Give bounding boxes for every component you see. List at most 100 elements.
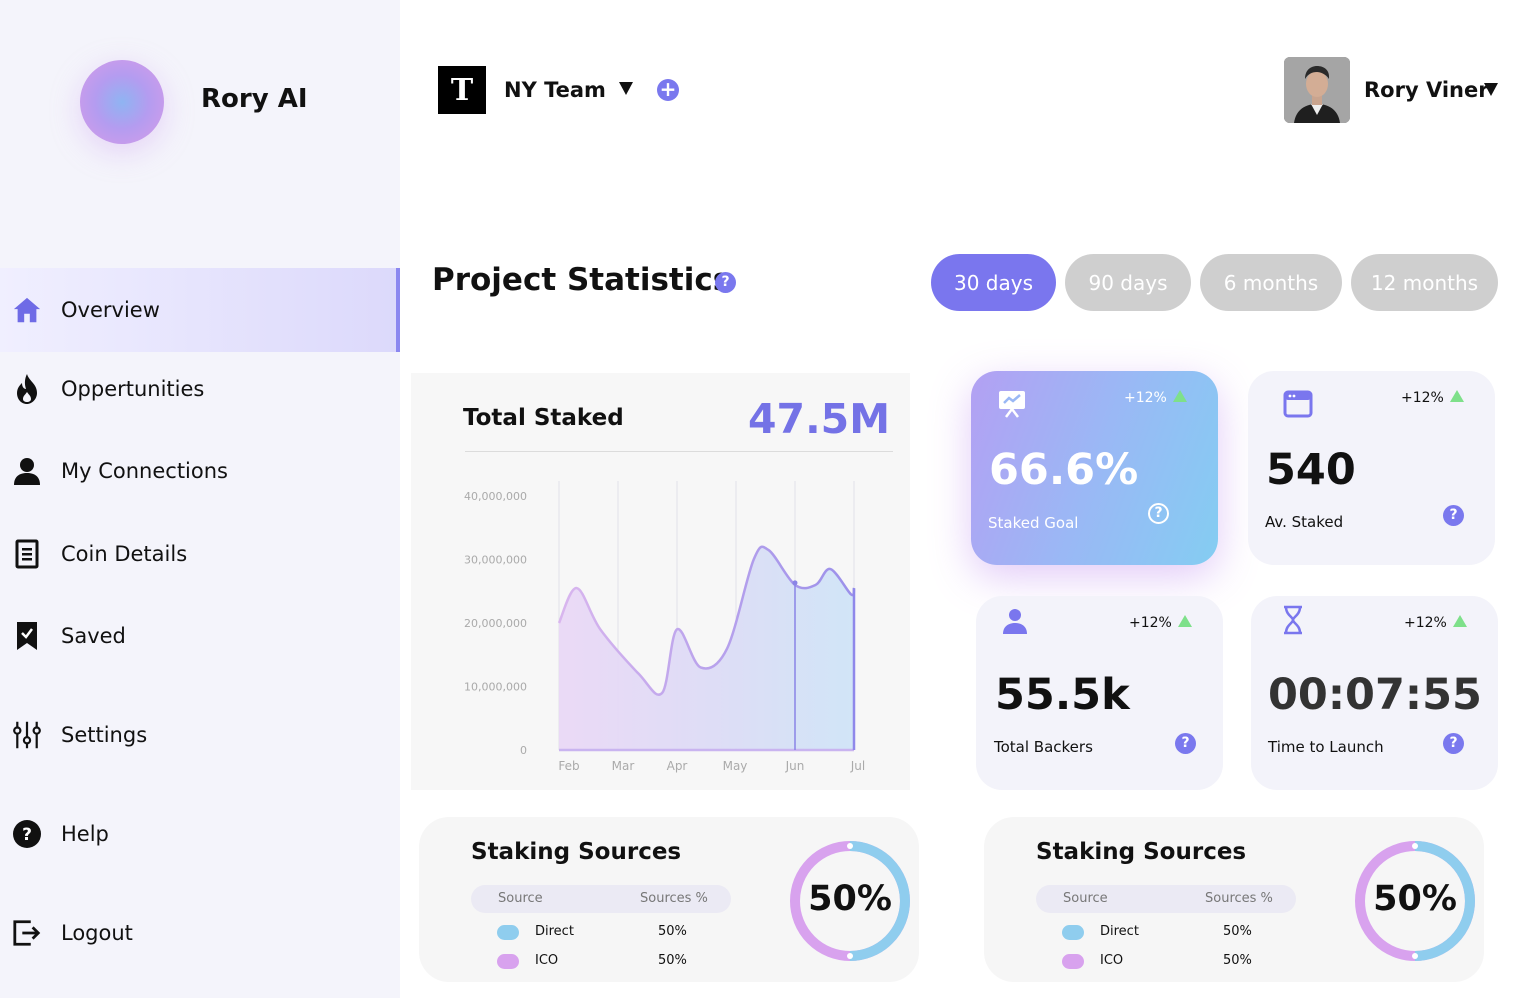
- donut-chart: [1355, 841, 1475, 961]
- tab-90-days[interactable]: 90 days: [1065, 254, 1191, 311]
- team-logo[interactable]: T: [438, 66, 486, 114]
- logout-icon: [12, 918, 42, 948]
- help-icon[interactable]: ?: [1175, 733, 1196, 754]
- stat-label: Av. Staked: [1265, 513, 1344, 531]
- y-tick-label: 10,000,000: [464, 681, 527, 694]
- stat-card-staked-goal[interactable]: +12% 66.6% Staked Goal ?: [971, 371, 1218, 565]
- help-icon[interactable]: ?: [1443, 733, 1464, 754]
- total-staked-card: 0 10,000,000 20,000,000 30,000,000 40,000,00…: [411, 373, 910, 790]
- tab-12-months[interactable]: 12 months: [1351, 254, 1498, 311]
- sidebar-item-my-connections[interactable]: My Connections: [0, 429, 400, 513]
- column-header-source: Source: [1063, 891, 1108, 906]
- stat-card-total-backers[interactable]: +12% 55.5k Total Backers ?: [976, 596, 1223, 790]
- home-icon: [12, 295, 42, 325]
- bookmark-icon: [12, 621, 42, 651]
- stat-card-time-to-launch[interactable]: +12% 00:07:55 Time to Launch ?: [1251, 596, 1498, 790]
- sidebar-item-coin-details[interactable]: Coin Details: [0, 512, 400, 596]
- user-icon: [12, 456, 42, 486]
- presentation-chart-icon: [997, 389, 1027, 419]
- x-tick-label: Apr: [667, 759, 688, 773]
- brand-name: Rory AI: [201, 84, 308, 114]
- sidebar-item-label: Overview: [61, 298, 160, 322]
- tab-30-days[interactable]: 30 days: [931, 254, 1056, 311]
- tab-6-months[interactable]: 6 months: [1200, 254, 1342, 311]
- help-icon[interactable]: ?: [1443, 505, 1464, 526]
- donut-chart: [790, 841, 910, 961]
- document-icon: [12, 539, 42, 569]
- sidebar-item-overview[interactable]: Overview: [0, 268, 400, 352]
- stat-value: 66.6%: [989, 445, 1139, 495]
- sidebar-item-opportunities[interactable]: Oppertunities: [0, 347, 400, 431]
- chart-total-value: 47.5M: [748, 395, 890, 443]
- chevron-down-icon[interactable]: [1484, 83, 1498, 96]
- donut-marker: [1412, 843, 1418, 849]
- chevron-down-icon[interactable]: [619, 82, 633, 95]
- x-tick-label: May: [723, 759, 748, 773]
- donut-arc: [849, 841, 910, 961]
- calendar-icon: [1283, 389, 1313, 419]
- page-title: Project Statistics: [432, 262, 732, 298]
- delta-text: +12%: [1124, 390, 1167, 406]
- stat-delta: +12%: [1129, 615, 1192, 631]
- sidebar-item-logout[interactable]: Logout: [0, 891, 400, 975]
- flame-icon: [12, 374, 42, 404]
- stat-card-av-staked[interactable]: +12% 540 Av. Staked ?: [1248, 371, 1495, 565]
- brand-logo: [80, 60, 164, 144]
- table-row: Direct 50%: [1036, 923, 1296, 943]
- y-tick-label: 20,000,000: [464, 617, 527, 630]
- y-tick-label: 30,000,000: [464, 554, 527, 567]
- add-team-button[interactable]: +: [657, 79, 679, 101]
- x-tick-label: Mar: [612, 759, 635, 773]
- source-pct: 50%: [1223, 953, 1252, 968]
- help-icon: ?: [12, 819, 42, 849]
- help-icon[interactable]: ?: [1148, 503, 1169, 524]
- total-staked-chart: 0 10,000,000 20,000,000 30,000,000 40,000,00…: [464, 481, 865, 773]
- help-icon[interactable]: ?: [715, 272, 736, 293]
- donut-arc: [1414, 841, 1475, 961]
- stat-label: Staked Goal: [988, 514, 1079, 532]
- delta-text: +12%: [1129, 615, 1172, 631]
- staking-sources-card: Staking Sources Source Sources % Direct …: [984, 817, 1484, 982]
- donut-label: 50%: [1373, 879, 1457, 919]
- team-name[interactable]: NY Team: [504, 78, 606, 102]
- sidebar-item-label: Logout: [61, 921, 133, 945]
- user-name[interactable]: Rory Viner: [1364, 78, 1489, 102]
- svg-text:?: ?: [22, 825, 32, 845]
- sliders-icon: [12, 720, 42, 750]
- trend-up-icon: [1452, 615, 1467, 627]
- donut-marker: [847, 843, 853, 849]
- trend-up-icon: [1449, 390, 1464, 402]
- hourglass-icon: [1279, 605, 1309, 635]
- table-header: Source Sources %: [471, 885, 731, 913]
- stat-delta: +12%: [1124, 390, 1187, 406]
- delta-text: +12%: [1401, 390, 1444, 406]
- stat-label: Total Backers: [994, 738, 1093, 756]
- sidebar-item-saved[interactable]: Saved: [0, 594, 400, 678]
- stat-value: 540: [1266, 445, 1356, 495]
- y-tick-label: 0: [520, 744, 527, 757]
- y-tick-label: 40,000,000: [464, 490, 527, 503]
- sidebar-item-help[interactable]: ? Help: [0, 792, 400, 876]
- stat-delta: +12%: [1404, 615, 1467, 631]
- sidebar-item-label: Saved: [61, 624, 126, 648]
- legend-swatch: [1062, 954, 1084, 969]
- highlight-point: [792, 580, 798, 586]
- table-header: Source Sources %: [1036, 885, 1296, 913]
- avatar[interactable]: [1284, 57, 1350, 123]
- donut-marker: [1412, 953, 1418, 959]
- legend-swatch: [497, 925, 519, 940]
- x-tick-label: Feb: [558, 759, 579, 773]
- sidebar-item-settings[interactable]: Settings: [0, 693, 400, 777]
- source-pct: 50%: [658, 953, 687, 968]
- stat-delta: +12%: [1401, 390, 1464, 406]
- source-pct: 50%: [658, 924, 687, 939]
- sidebar-item-label: Help: [61, 822, 109, 846]
- sidebar-item-label: Oppertunities: [61, 377, 205, 401]
- donut-marker: [847, 953, 853, 959]
- sidebar: Rory AI Overview Oppertunities My Connec…: [0, 0, 400, 998]
- source-name: Direct: [1100, 924, 1139, 939]
- card-title: Staking Sources: [1036, 839, 1247, 865]
- legend-swatch: [497, 954, 519, 969]
- x-tick-label: Jul: [850, 759, 865, 773]
